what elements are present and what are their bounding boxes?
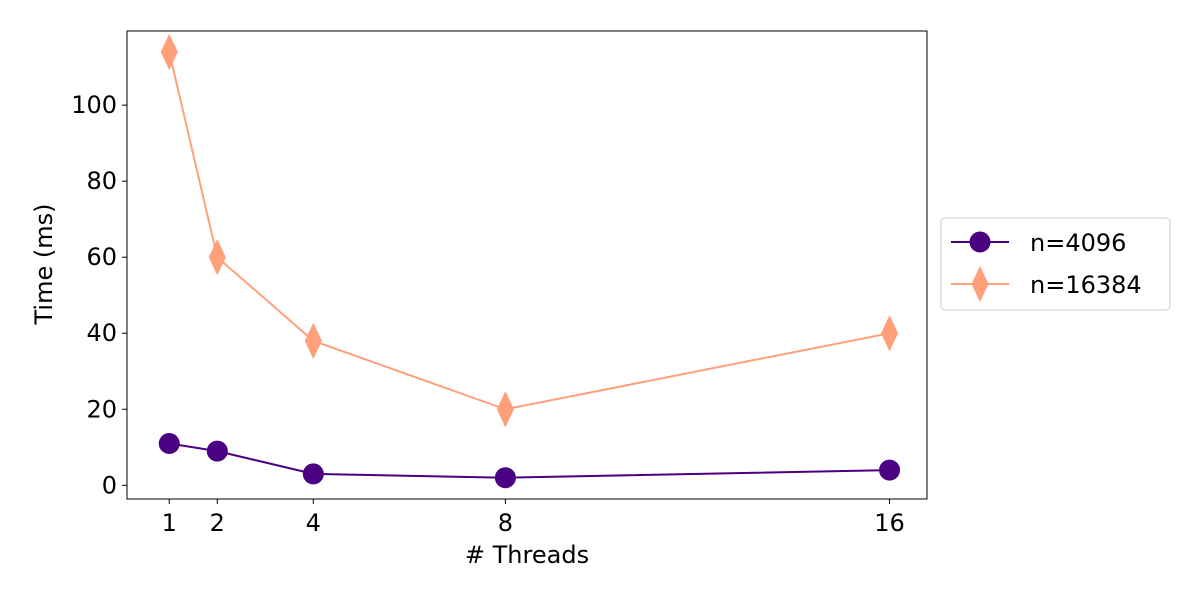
y-tick-label: 20 (86, 395, 117, 423)
plot-frame (126, 30, 928, 500)
data-point (304, 322, 322, 360)
y-axis-title: Time (ms) (30, 204, 58, 326)
x-tick-label: 1 (162, 509, 177, 537)
data-point (160, 33, 178, 71)
series-line (169, 442, 890, 479)
plot-area: 1 2 4 8 16 0 20 40 60 80 100 (71, 30, 928, 537)
legend-marker (969, 231, 991, 253)
series-line (168, 51, 890, 411)
series-n=4096 (158, 432, 901, 489)
data-point (158, 432, 180, 454)
x-tick-label: 2 (210, 509, 225, 537)
legend-label: n=16384 (1030, 271, 1142, 299)
data-point (302, 463, 324, 485)
series-n=16384 (160, 33, 899, 428)
legend-item: n=4096 (951, 229, 1126, 257)
y-tick-label: 80 (86, 167, 117, 195)
y-tick-label: 100 (71, 91, 117, 119)
x-axis-title: # Threads (465, 541, 589, 569)
data-point (496, 391, 514, 428)
data-point (208, 239, 226, 276)
y-tick-label: 60 (86, 243, 117, 271)
y-tick-label: 0 (102, 471, 117, 499)
data-point (494, 467, 516, 489)
x-tick-label: 16 (874, 509, 905, 537)
x-tick-label: 4 (306, 509, 321, 537)
data-point (206, 440, 228, 462)
legend-item: n=16384 (951, 265, 1142, 303)
y-tick-label: 40 (86, 319, 117, 347)
legend-marker (971, 265, 989, 303)
legend-label: n=4096 (1030, 229, 1126, 257)
x-tick-label: 8 (498, 509, 513, 537)
legend: n=4096 n=16384 (940, 217, 1171, 311)
data-point (880, 315, 899, 352)
data-point (879, 459, 901, 481)
